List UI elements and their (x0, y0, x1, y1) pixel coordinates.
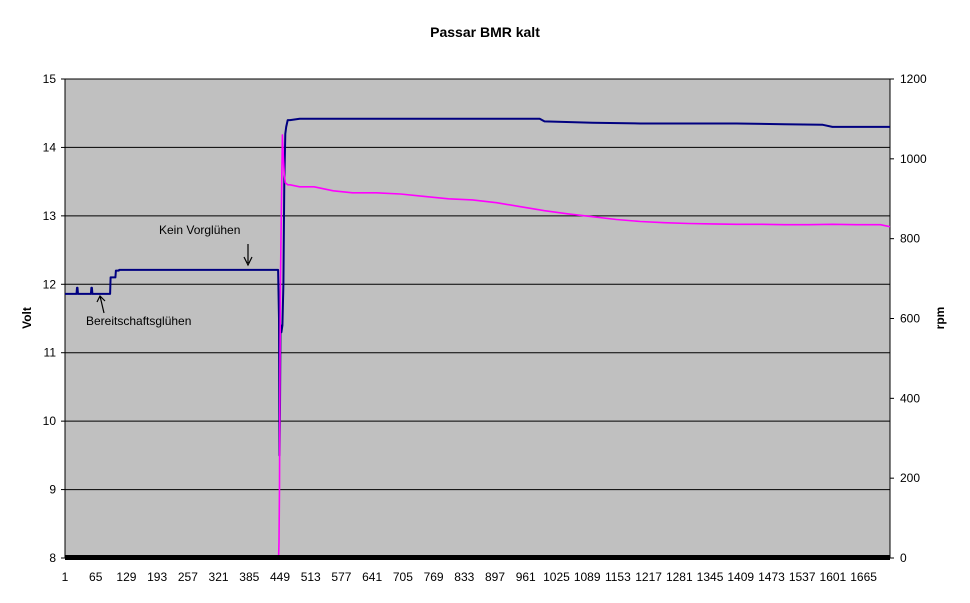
y-tick-label: 12 (43, 277, 57, 291)
x-tick-label: 833 (454, 570, 474, 584)
y2-tick-label: 200 (900, 471, 920, 485)
x-tick-label: 385 (239, 570, 259, 584)
x-tick-label: 1089 (574, 570, 601, 584)
series-layer (65, 117, 891, 559)
y-axis-left-ticks: 8 9 10 11 12 13 14 15 (43, 72, 65, 565)
x-tick-label: 1281 (666, 570, 693, 584)
chart-title: Passar BMR kalt (430, 24, 540, 40)
y2-tick-label: 600 (900, 312, 920, 326)
y-tick-label: 14 (43, 140, 57, 154)
annotation-arrow-down-icon (243, 244, 253, 267)
x-tick-label: 65 (89, 570, 103, 584)
series-line-1 (65, 134, 891, 559)
x-tick-label: 257 (178, 570, 198, 584)
annotation-kein-vorgluehen: Kein Vorglühen (159, 223, 240, 237)
y2-tick-label: 400 (900, 391, 920, 405)
x-tick-label: 1473 (758, 570, 785, 584)
x-tick-label: 1601 (820, 570, 847, 584)
y2-tick-label: 1200 (900, 72, 927, 86)
y-axis-right-title: rpm (933, 307, 947, 330)
x-tick-label: 1153 (605, 570, 631, 584)
y-axis-right-ticks: 0 200 400 600 800 1000 1200 (890, 72, 927, 565)
x-tick-label: 129 (116, 570, 136, 584)
annotation-arrow-up-icon (96, 294, 106, 314)
x-tick-label: 1665 (850, 570, 877, 584)
y-tick-label: 8 (49, 551, 56, 565)
y-tick-label: 10 (43, 414, 57, 428)
x-tick-label: 705 (393, 570, 413, 584)
annotation-bereitschaftsgluehen: Bereitschaftsglühen (86, 314, 191, 328)
y-tick-label: 15 (43, 72, 57, 86)
y-axis-left-title: Volt (20, 307, 34, 329)
x-tick-label: 769 (424, 570, 444, 584)
x-tick-label: 1 (62, 570, 69, 584)
x-tick-label: 1537 (789, 570, 816, 584)
x-tick-label: 1217 (635, 570, 662, 584)
gridlines (65, 146, 890, 491)
x-tick-label: 193 (147, 570, 167, 584)
y-tick-label: 11 (44, 346, 57, 360)
x-tick-label: 449 (270, 570, 290, 584)
x-tick-label: 1409 (727, 570, 754, 584)
x-tick-label: 577 (331, 570, 351, 584)
x-tick-label: 1025 (543, 570, 570, 584)
x-tick-label: 513 (301, 570, 321, 584)
x-tick-label: 897 (485, 570, 505, 584)
y2-tick-label: 1000 (900, 152, 927, 166)
x-tick-label: 1345 (697, 570, 724, 584)
x-axis-band (65, 555, 890, 560)
plot-area (64, 78, 891, 559)
y-tick-label: 9 (49, 483, 56, 497)
x-tick-label: 961 (516, 570, 536, 584)
x-tick-label: 321 (209, 570, 229, 584)
y-tick-label: 13 (43, 209, 57, 223)
y2-tick-label: 0 (900, 551, 907, 565)
x-tick-label: 641 (362, 570, 382, 584)
y2-tick-label: 800 (900, 232, 920, 246)
series-line-0 (65, 117, 890, 457)
x-axis-ticks: 1 65 129 193 257 321 385 449 513 577 641 705 769 833 8… (62, 570, 878, 584)
